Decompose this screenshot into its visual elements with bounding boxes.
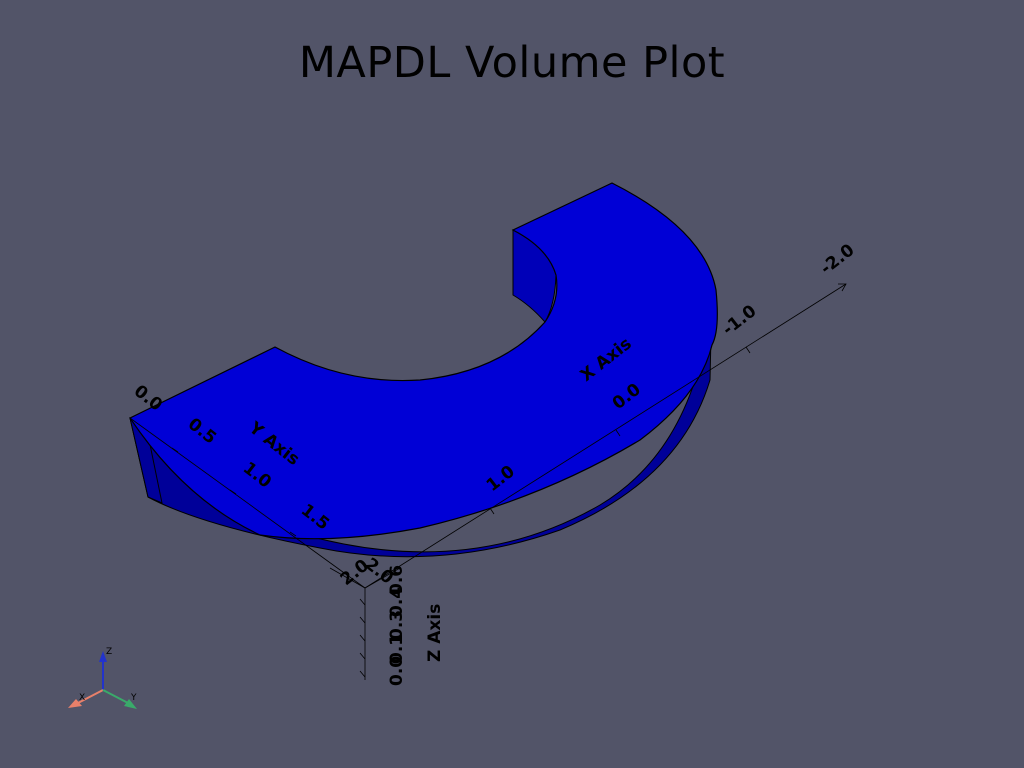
x-axis-arrowhead (838, 283, 847, 292)
z-axis-title: Z Axis (425, 604, 445, 662)
triad-x-axis (77, 689, 104, 704)
z-axis-labels: 0.0 0.1 0.3 0.4 0.6 Z Axis (387, 565, 445, 686)
triad-y-arrowhead (124, 699, 137, 709)
plot-title: MAPDL Volume Plot (298, 38, 726, 88)
volume-solid (129, 182, 718, 558)
x-axis-tickmark-2 (745, 346, 751, 354)
y-axis-tickmark-2 (289, 531, 297, 537)
z-tick-label: 0.1 (387, 634, 407, 664)
axes-lines (129, 283, 847, 680)
triad-x-arrowhead (68, 699, 82, 708)
z-axis-tickmark-4 (359, 670, 366, 678)
z-tick-label: 0.4 (387, 587, 407, 617)
x-tick-label: -2.0 (817, 240, 859, 279)
triad-z-arrowhead (99, 651, 107, 662)
top-face (129, 182, 718, 540)
x-tick-label: -1.0 (719, 301, 761, 340)
x-axis-line (364, 283, 847, 589)
corner-line-b (364, 567, 401, 589)
triad-z-label: Z (106, 647, 112, 657)
z-tick-label: 0.0 (387, 656, 407, 686)
z-tick-label: 0.6 (387, 565, 407, 595)
x-axis-tickmark-1 (615, 429, 621, 437)
z-axis-tickmark-2 (359, 634, 366, 642)
orientation-triad[interactable]: Z X Y (68, 647, 137, 709)
z-axis-tickmark-0 (359, 598, 366, 606)
triad-x-label: X (79, 693, 85, 703)
corner-line-a (329, 567, 366, 589)
triad-y-label: Y (130, 693, 137, 703)
z-axis-tickmark-3 (359, 652, 366, 660)
z-axis-tickmark-1 (359, 616, 366, 624)
y-axis-line (129, 417, 366, 589)
y-axis-tickmark-0 (171, 447, 179, 453)
y-axis-tickmark-1 (229, 489, 237, 495)
z-tick-label: 0.3 (387, 610, 407, 640)
triad-y-axis (102, 689, 129, 704)
x-axis-tickmark-0 (489, 507, 495, 515)
